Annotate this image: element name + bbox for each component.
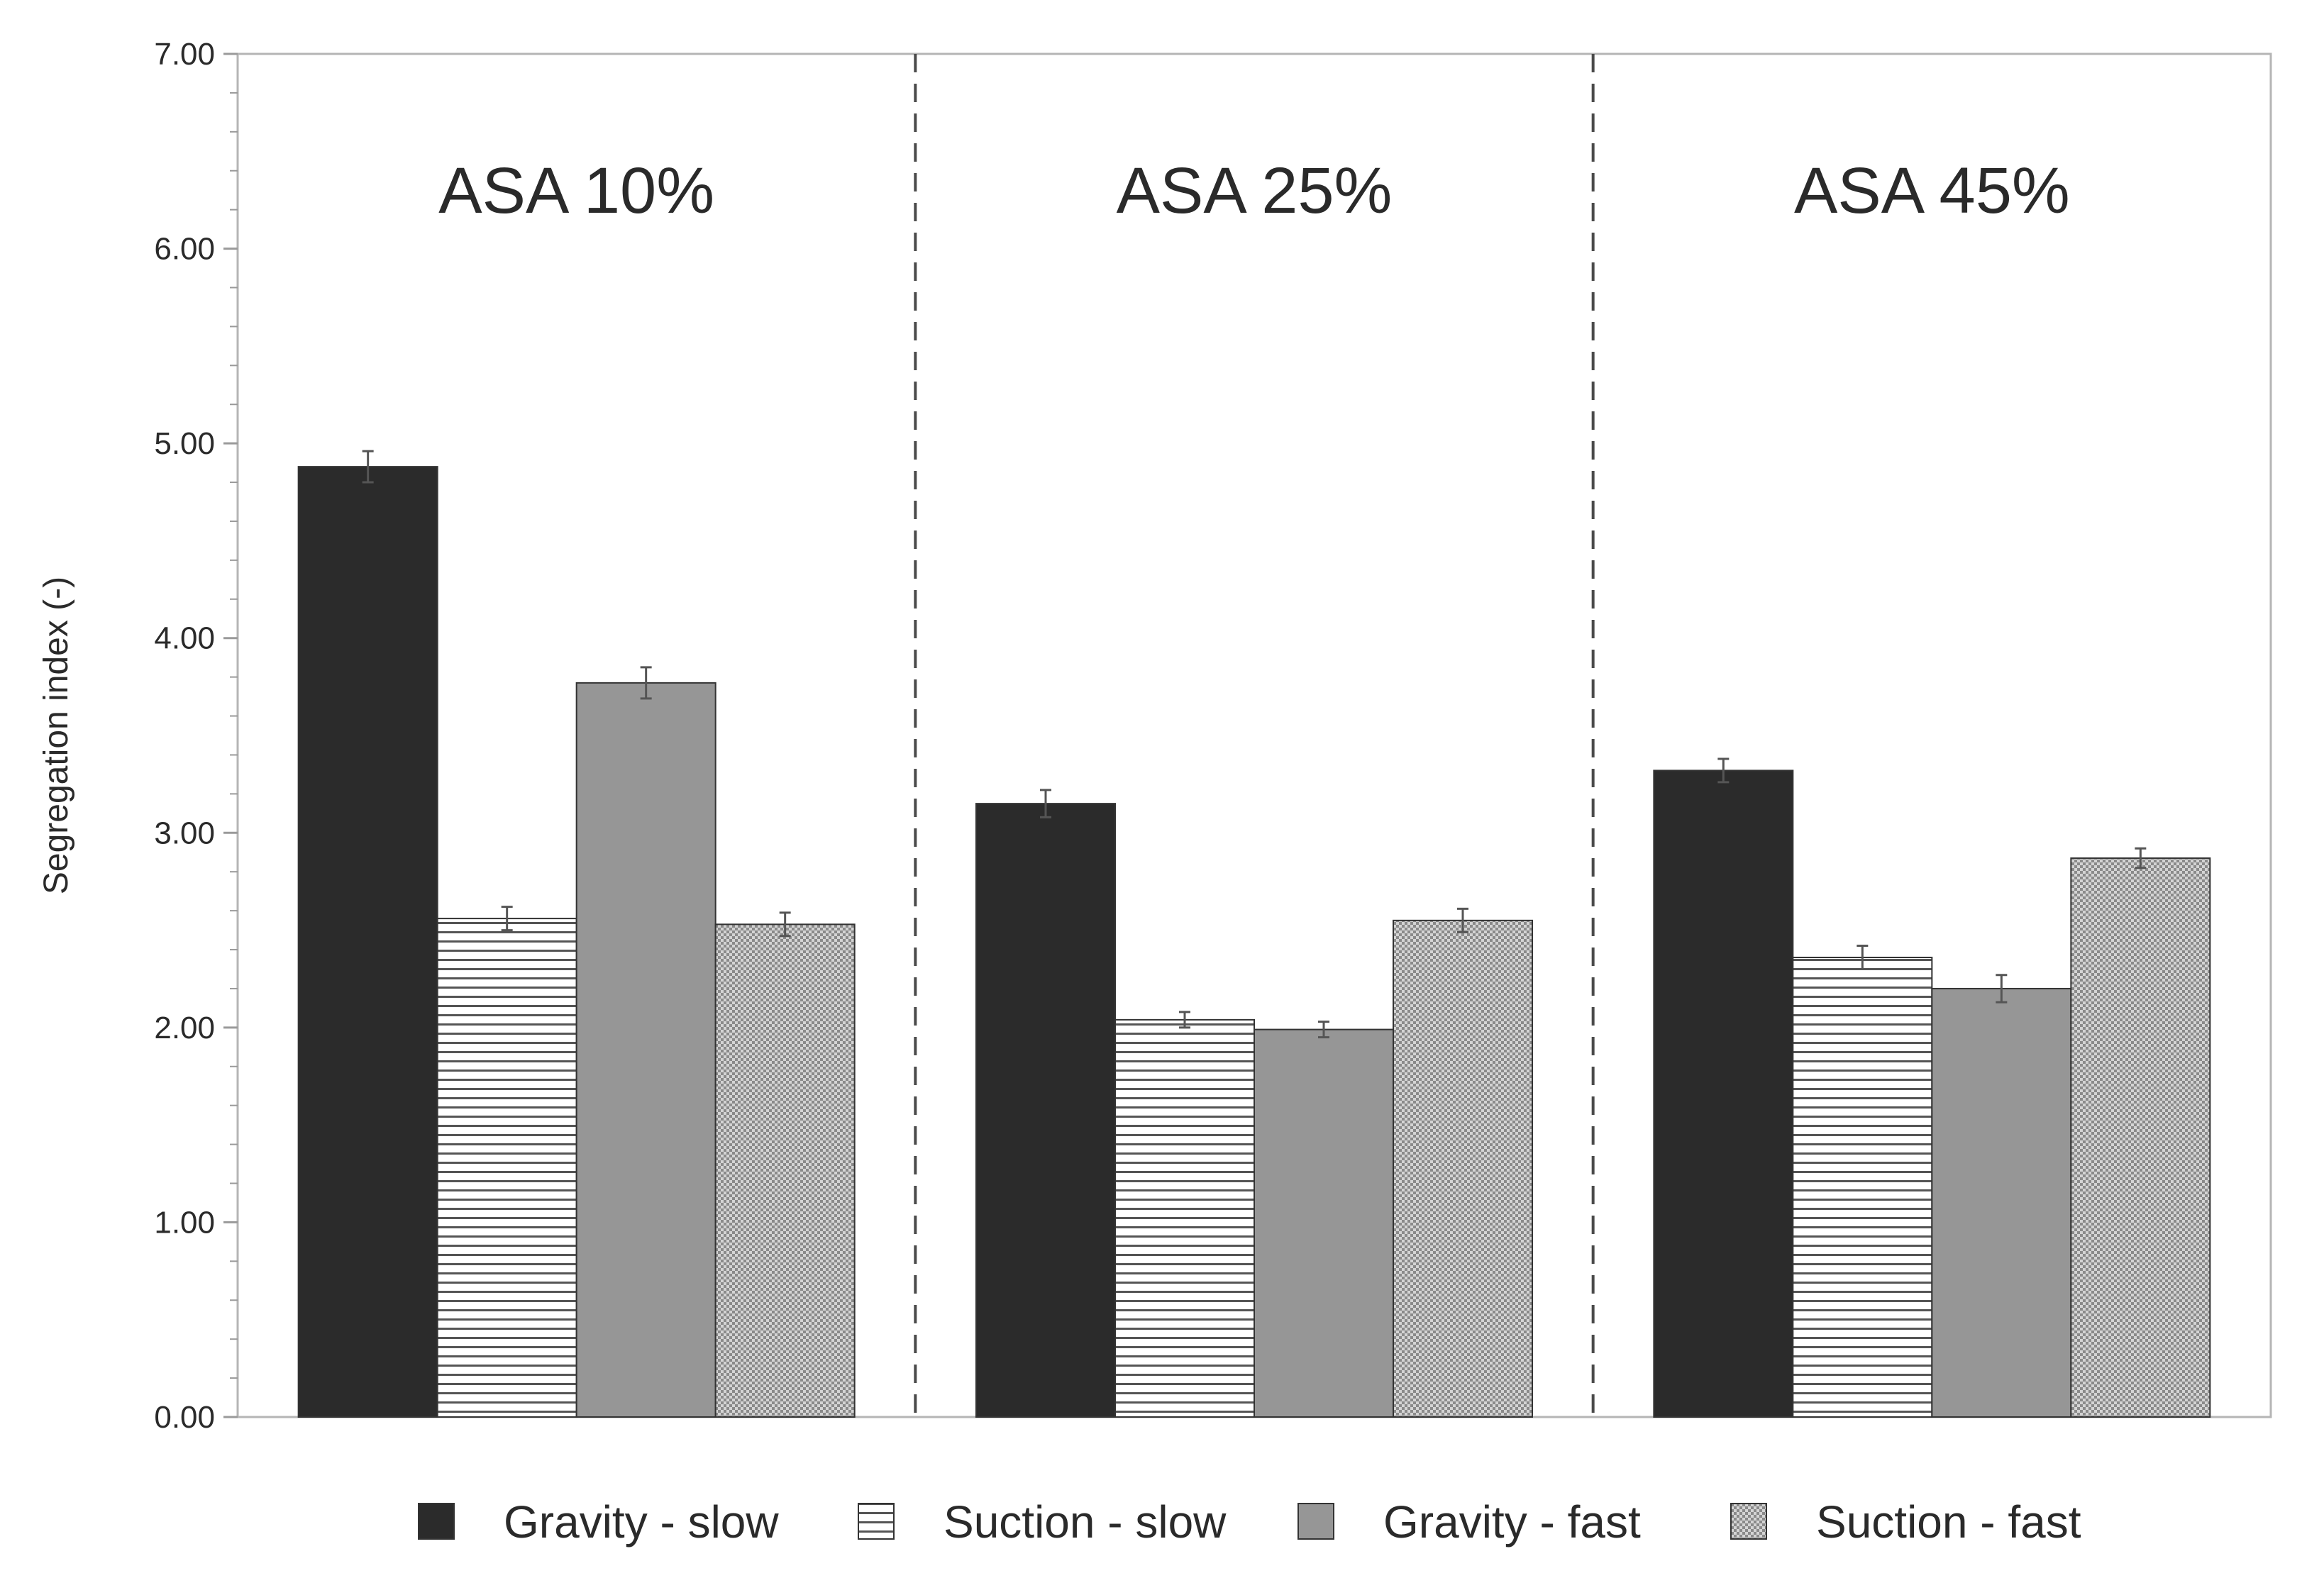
- bar: [575, 682, 716, 1418]
- y-axis: 0.00 1.00 2.00 3.00 4.00 5.00 6.00 7.00: [154, 37, 238, 1435]
- error-bar: [1996, 974, 2008, 1004]
- bar: [1653, 769, 1794, 1418]
- y-tick-label: 6.00: [154, 232, 215, 267]
- error-bar: [501, 906, 513, 932]
- error-bar: [640, 666, 652, 700]
- error-bars: [362, 450, 2147, 1039]
- bar: [1792, 957, 1933, 1418]
- legend-item: Suction - slow: [858, 1496, 1227, 1548]
- bar: [2070, 857, 2211, 1418]
- bar: [436, 918, 577, 1418]
- bar: [1931, 987, 2072, 1418]
- legend-swatch: [858, 1503, 895, 1540]
- error-bar: [1040, 789, 1051, 818]
- group-label: ASA 45%: [1794, 155, 2070, 227]
- group-separators: [914, 54, 1595, 1417]
- y-tick-label: 1.00: [154, 1205, 215, 1240]
- legend-item: Gravity - fast: [1297, 1496, 1641, 1548]
- legend: Gravity - slow Suction - slow Gravity - fa…: [418, 1496, 2081, 1548]
- bar: [297, 466, 438, 1418]
- y-tick-label: 0.00: [154, 1400, 215, 1435]
- bars: [297, 466, 2211, 1418]
- error-bar: [2135, 847, 2147, 869]
- y-tick-label: 3.00: [154, 816, 215, 850]
- group-label: ASA 10%: [438, 155, 714, 227]
- error-bar: [779, 911, 791, 938]
- bar: [1254, 1028, 1394, 1418]
- error-bar: [1179, 1011, 1190, 1029]
- y-axis-title: Segregation index (-): [38, 577, 75, 894]
- error-bar: [1857, 945, 1869, 970]
- legend-swatch: [1297, 1503, 1334, 1540]
- bar: [1393, 919, 1533, 1418]
- legend-item: Gravity - slow: [418, 1496, 779, 1548]
- bar: [714, 923, 856, 1418]
- legend-label: Suction - slow: [944, 1496, 1227, 1548]
- y-tick-label: 2.00: [154, 1011, 215, 1045]
- bar: [1114, 1018, 1255, 1418]
- legend-swatch: [1730, 1503, 1767, 1540]
- error-bar: [1457, 907, 1468, 933]
- group-labels: ASA 10% ASA 25% ASA 45%: [438, 155, 2069, 227]
- legend-label: Suction - fast: [1816, 1496, 2081, 1548]
- legend-label: Gravity - slow: [504, 1496, 779, 1548]
- error-bar: [1717, 757, 1730, 784]
- y-tick-label: 7.00: [154, 37, 215, 72]
- group-label: ASA 25%: [1117, 155, 1393, 227]
- error-bar: [362, 450, 374, 484]
- legend-item: Suction - fast: [1730, 1496, 2081, 1548]
- y-tick-label: 5.00: [154, 426, 215, 461]
- bar: [975, 803, 1116, 1418]
- legend-swatch: [418, 1503, 455, 1540]
- y-tick-label: 4.00: [154, 621, 215, 656]
- error-bar: [1318, 1021, 1329, 1039]
- legend-label: Gravity - fast: [1383, 1496, 1641, 1548]
